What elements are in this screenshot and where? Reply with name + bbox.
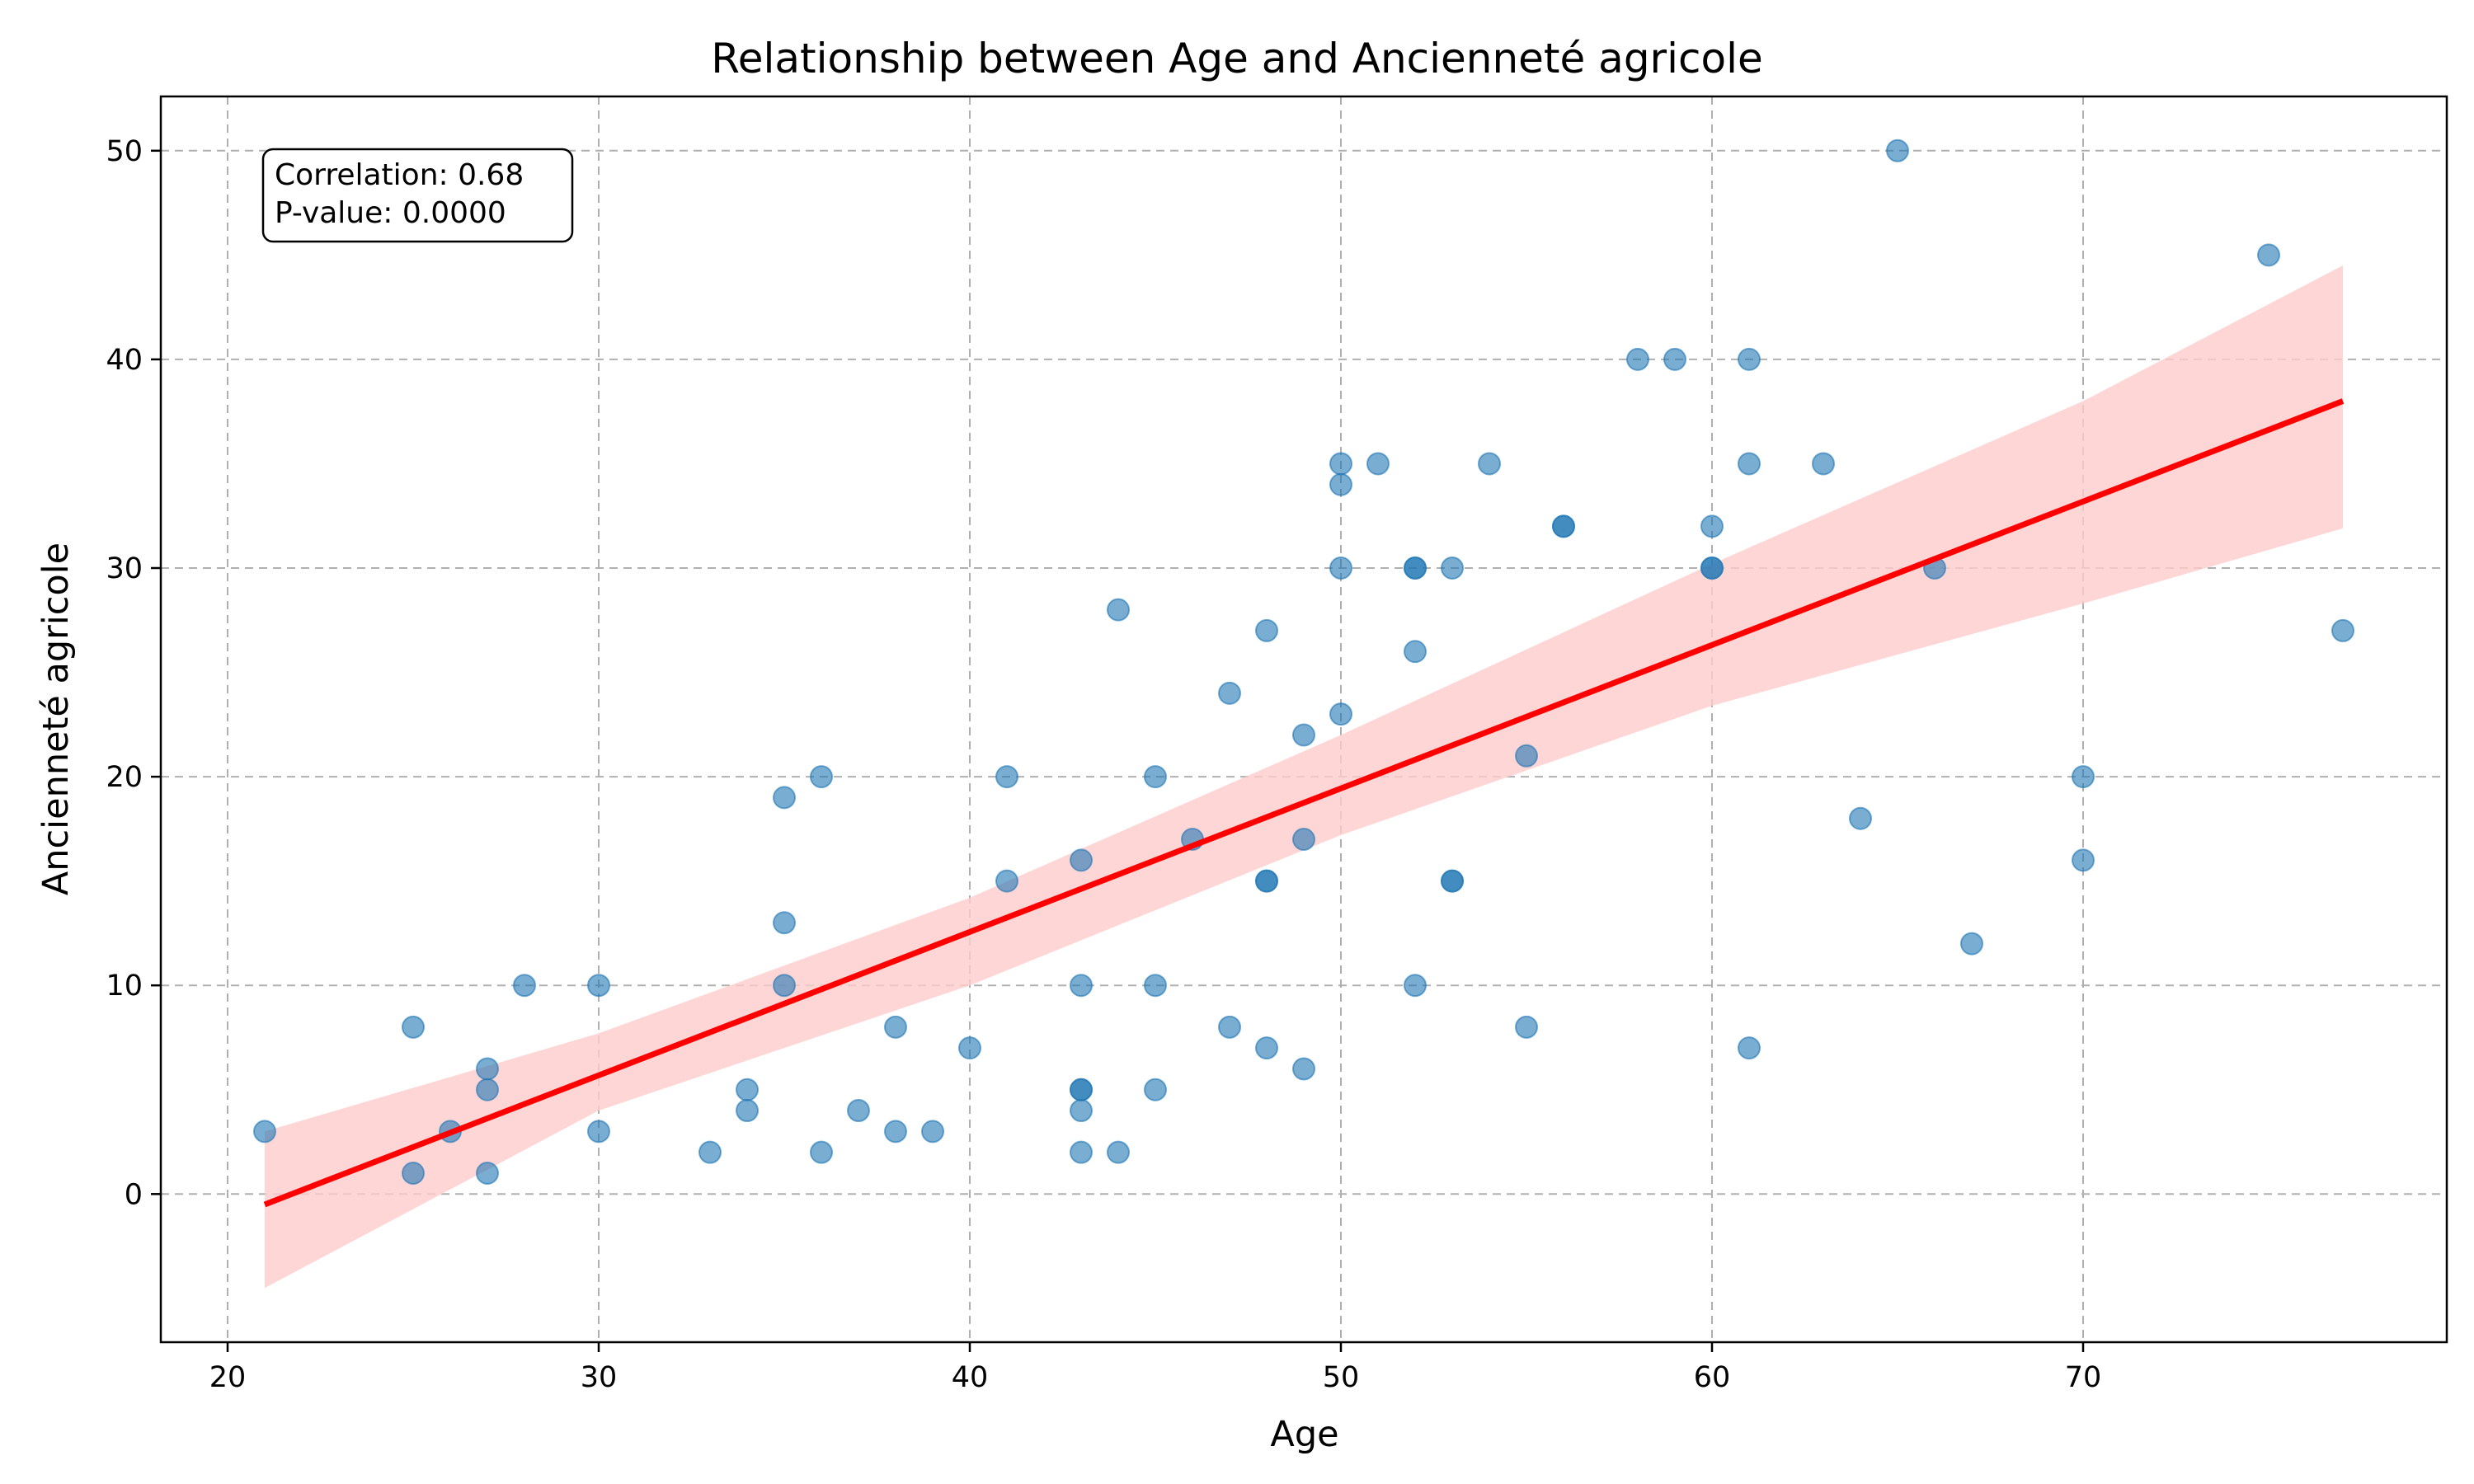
data-point xyxy=(1812,452,1835,476)
data-point xyxy=(1292,828,1315,852)
regression-line xyxy=(263,398,2345,1208)
data-point xyxy=(773,911,796,935)
data-point xyxy=(402,1015,425,1039)
plot-frame xyxy=(159,95,2448,1344)
data-point xyxy=(1070,974,1093,998)
data-point xyxy=(513,974,536,998)
y-tick-label: 40 xyxy=(106,344,143,377)
data-point xyxy=(1070,1078,1093,1101)
data-point xyxy=(698,1140,722,1164)
data-point xyxy=(1404,640,1427,664)
data-point xyxy=(1886,139,1909,162)
x-axis-label: Age xyxy=(1270,1414,1338,1455)
data-point xyxy=(2072,848,2095,872)
data-point xyxy=(1626,347,1649,371)
data-point xyxy=(1700,514,1724,538)
data-point xyxy=(1515,1015,1538,1039)
data-point xyxy=(1700,556,1724,580)
stats-annotation: Correlation: 0.68 P-value: 0.0000 xyxy=(261,148,574,243)
data-point xyxy=(1960,932,1983,956)
data-point xyxy=(2331,618,2354,642)
data-point xyxy=(1218,681,1241,705)
data-point xyxy=(1404,974,1427,998)
data-point xyxy=(402,1161,425,1185)
data-point xyxy=(2072,765,2095,789)
data-point xyxy=(1070,1140,1093,1164)
data-point xyxy=(1329,556,1352,580)
data-point xyxy=(1144,1078,1167,1101)
scatter-points xyxy=(253,139,2354,1185)
data-point xyxy=(1255,869,1278,893)
data-point xyxy=(736,1099,759,1123)
data-point xyxy=(884,1015,907,1039)
data-point xyxy=(1738,347,1761,371)
correlation-label: Correlation: 0.68 xyxy=(275,158,524,192)
data-point xyxy=(1849,806,1872,830)
data-point xyxy=(810,1140,833,1164)
data-point xyxy=(1329,472,1352,496)
data-point xyxy=(587,1120,610,1144)
data-point xyxy=(1738,1036,1761,1060)
data-point xyxy=(1329,702,1352,726)
data-point xyxy=(1404,556,1427,580)
data-point xyxy=(958,1036,981,1060)
data-point xyxy=(995,869,1018,893)
confidence-band xyxy=(265,265,2343,1289)
data-point xyxy=(253,1120,276,1144)
data-point xyxy=(1552,514,1575,538)
data-point xyxy=(476,1057,499,1081)
data-point xyxy=(921,1120,944,1144)
data-point xyxy=(810,765,833,789)
data-point xyxy=(1144,765,1167,789)
data-point xyxy=(1218,1015,1241,1039)
data-point xyxy=(1478,452,1501,476)
x-tick-label: 60 xyxy=(1694,1361,1731,1394)
y-axis-label: Ancienneté agricole xyxy=(35,542,77,895)
data-point xyxy=(476,1161,499,1185)
data-point xyxy=(1070,848,1093,872)
data-point xyxy=(1255,618,1278,642)
x-axis-ticks: 20 30 40 50 60 70 xyxy=(209,1342,2102,1394)
chart-title: Relationship between Age and Ancienneté … xyxy=(711,35,1763,82)
data-point xyxy=(1070,1099,1093,1123)
data-point xyxy=(476,1078,499,1101)
data-point xyxy=(1292,1057,1315,1081)
y-tick-label: 50 xyxy=(106,135,143,168)
data-point xyxy=(1107,1140,1130,1164)
data-point xyxy=(1441,556,1464,580)
x-tick-label: 70 xyxy=(2065,1361,2102,1394)
data-point xyxy=(773,786,796,810)
data-point xyxy=(1366,452,1390,476)
data-point xyxy=(736,1078,759,1101)
x-tick-label: 40 xyxy=(952,1361,989,1394)
data-point xyxy=(1515,744,1538,768)
data-point xyxy=(1663,347,1686,371)
data-point xyxy=(884,1120,907,1144)
data-point xyxy=(995,765,1018,789)
data-point xyxy=(1329,452,1352,476)
y-tick-label: 0 xyxy=(125,1178,143,1211)
data-point xyxy=(1255,1036,1278,1060)
x-tick-label: 30 xyxy=(581,1361,618,1394)
data-point xyxy=(587,974,610,998)
y-tick-label: 30 xyxy=(106,552,143,585)
data-point xyxy=(1738,452,1761,476)
x-tick-label: 50 xyxy=(1323,1361,1360,1394)
data-point xyxy=(1292,723,1315,747)
stats-annotation-box xyxy=(261,148,574,243)
y-tick-label: 10 xyxy=(106,970,143,1003)
data-point xyxy=(2257,243,2280,267)
x-tick-label: 20 xyxy=(209,1361,247,1394)
data-point xyxy=(1107,598,1130,622)
data-point xyxy=(773,974,796,998)
y-axis-ticks: 0 10 20 30 40 50 xyxy=(106,135,161,1211)
y-tick-label: 20 xyxy=(106,761,143,794)
data-point xyxy=(1441,869,1464,893)
data-point xyxy=(1144,974,1167,998)
data-point xyxy=(847,1099,870,1123)
p-value-label: P-value: 0.0000 xyxy=(275,196,506,230)
